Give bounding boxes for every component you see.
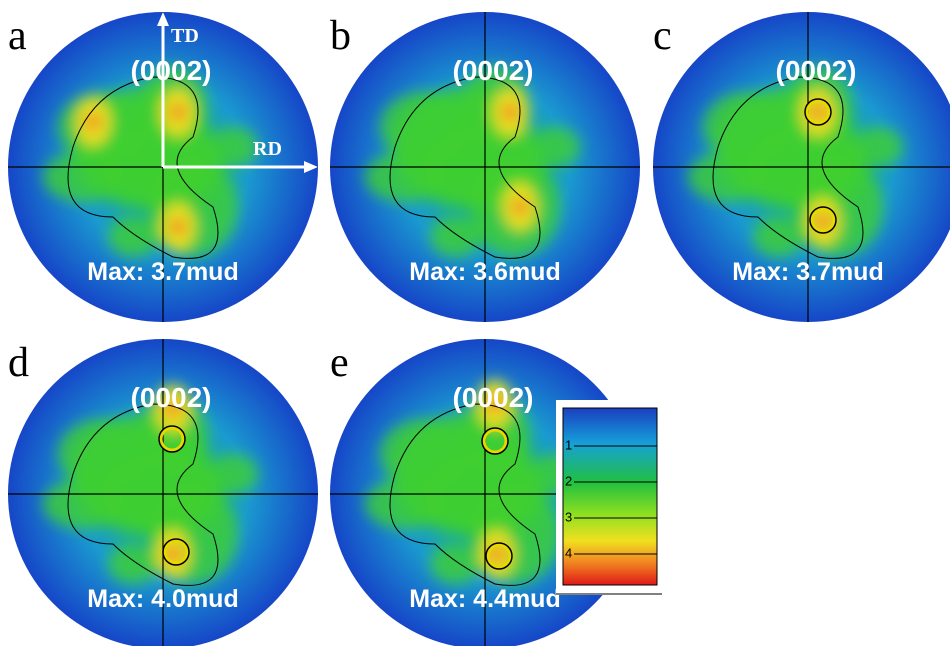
plane-label: (0002): [776, 55, 857, 86]
contour: [389, 403, 541, 586]
orange-spot: [815, 214, 831, 230]
rd-label: RD: [253, 138, 282, 160]
colorbar-tick-label: 2: [565, 473, 572, 488]
green-blob: [108, 544, 158, 584]
label-bg: [645, 0, 690, 55]
marker-ring: [486, 543, 512, 569]
contour: [389, 76, 541, 259]
label-bg: [322, 327, 367, 382]
label-bg: [322, 0, 367, 55]
colorbar-tick-label: 1: [565, 437, 572, 452]
rd-head: [304, 161, 318, 173]
pole-figure: c (0002) Max: 3.7mud: [645, 0, 950, 322]
orange-spot: [512, 199, 528, 215]
marker-ring: [810, 207, 836, 233]
green-blob: [208, 127, 258, 167]
plane-label: (0002): [453, 382, 534, 413]
pole-figure: a (0002) Max: 3.7mud: [0, 0, 318, 322]
max-label: Max: 3.6mud: [409, 258, 560, 286]
green-blob: [73, 414, 213, 534]
marker-ring-outline: [809, 206, 837, 234]
td-label: TD: [171, 25, 199, 47]
orange-spot: [170, 104, 186, 120]
green-blob: [430, 544, 480, 584]
orange-spot: [165, 546, 181, 562]
marker-ring: [159, 426, 185, 452]
green-blob: [208, 454, 258, 494]
marker-ring-outline: [158, 425, 186, 453]
colorbar-gradient: [562, 407, 658, 586]
orange-spot: [502, 104, 518, 120]
orange-spot: [810, 104, 826, 120]
green-blob: [530, 127, 580, 167]
marker-ring: [482, 428, 508, 454]
orange-spot: [489, 546, 505, 562]
marker-ring-outline: [485, 542, 513, 570]
max-label: Max: 4.4mud: [409, 585, 560, 613]
marker-ring-outline: [481, 427, 509, 455]
contour: [67, 76, 219, 259]
green-blob: [108, 217, 158, 257]
marker-ring-outline: [804, 98, 832, 126]
max-label: Max: 3.7mud: [732, 258, 883, 286]
colorbar-tick-label: 4: [565, 545, 572, 560]
intensity: [688, 67, 903, 257]
green-blob: [395, 414, 535, 534]
pole-figure: b (0002) Max: 3.6mud: [322, 0, 640, 322]
pole-figure: d (0002) Max: 4.0mud: [0, 327, 318, 646]
label-bg: [0, 0, 45, 55]
plane-label: (0002): [131, 382, 212, 413]
marker-ring-outline: [162, 538, 190, 566]
orange-spot: [85, 114, 101, 130]
green-blob: [853, 127, 903, 167]
panel-label: e: [330, 340, 349, 386]
panel-label: d: [8, 340, 29, 386]
green-blob: [718, 87, 858, 207]
contour: [712, 76, 864, 259]
max-label: Max: 3.7mud: [87, 258, 238, 286]
colorbar: 1 2 3 4: [556, 400, 662, 595]
panel-label: c: [653, 13, 672, 59]
intensity: [43, 385, 258, 584]
orange-spot: [487, 396, 503, 412]
orange-spot: [170, 219, 186, 235]
plane-label: (0002): [131, 55, 212, 86]
intensity: [43, 67, 258, 257]
max-label: Max: 4.0mud: [87, 585, 238, 613]
green-blob: [430, 217, 480, 257]
contour: [67, 403, 219, 586]
td-head: [157, 12, 169, 26]
plane-label: (0002): [453, 55, 534, 86]
green-blob: [753, 217, 803, 257]
marker-ring: [163, 539, 189, 565]
marker-ring: [805, 99, 831, 125]
panel-label: b: [330, 13, 351, 59]
panel-label: a: [8, 13, 27, 59]
colorbar-tick-label: 3: [565, 509, 572, 524]
label-bg: [0, 327, 45, 382]
